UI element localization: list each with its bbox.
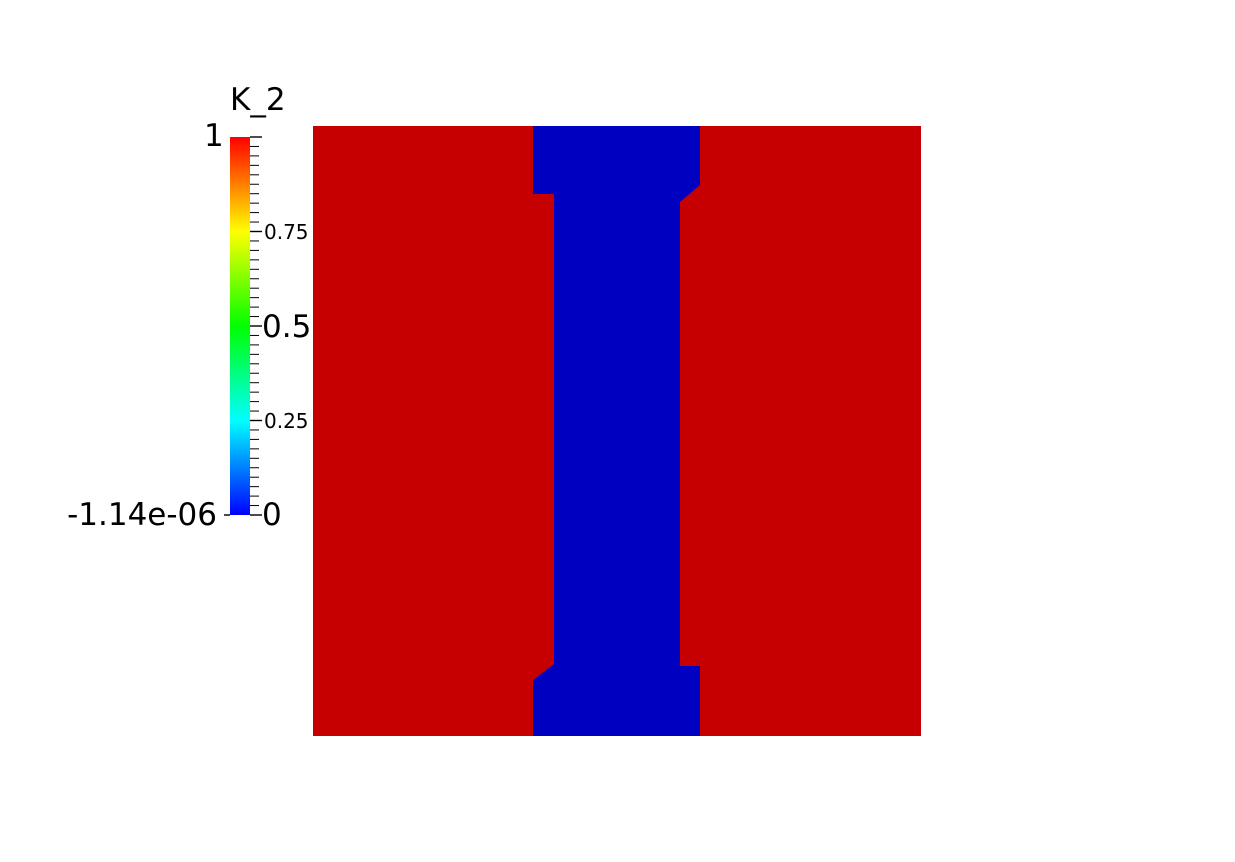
legend-title: K_2 xyxy=(230,82,286,118)
legend-tick-label-0-5: 0.5 xyxy=(262,309,312,345)
legend-range-max-label: 1 xyxy=(204,118,224,154)
legend-tick-label-0-25: 0.25 xyxy=(264,409,309,433)
legend-range-min-label: -1.14e-06 xyxy=(67,497,217,533)
legend-tick-label-0-75: 0.75 xyxy=(264,220,309,244)
scalar-field-plot xyxy=(313,126,921,736)
colorbar-gradient xyxy=(230,137,250,515)
color-legend xyxy=(224,136,262,516)
field-band-layer-6 xyxy=(533,126,700,736)
legend-tick-label-0: 0 xyxy=(262,497,282,533)
